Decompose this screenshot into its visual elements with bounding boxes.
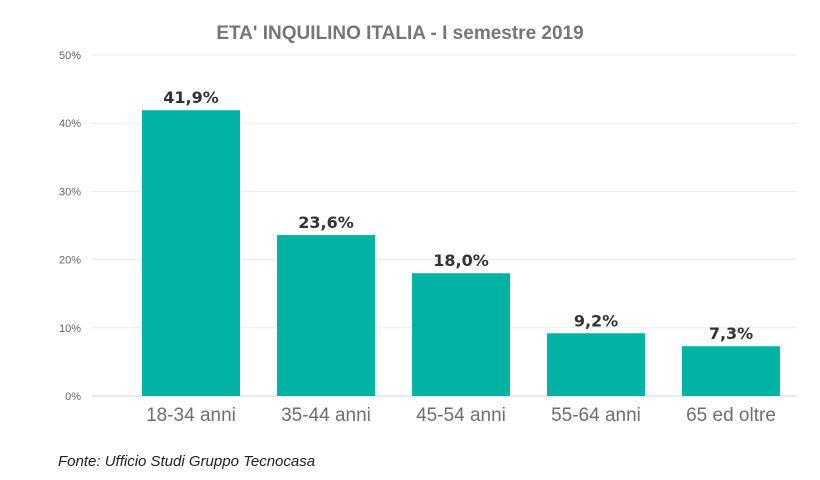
bars — [142, 110, 780, 396]
data-labels: 41,9% 23,6% 18,0% 9,2% 7,3% — [163, 88, 753, 343]
x-tick-label: 35-44 anni — [281, 405, 371, 426]
x-tick-label: 45-54 anni — [416, 405, 506, 426]
bar — [142, 110, 240, 396]
y-tick-label: 30% — [59, 186, 81, 198]
x-axis: 18-34 anni 35-44 anni 45-54 anni 55-64 anni… — [146, 405, 776, 426]
y-tick-label: 50% — [59, 50, 81, 62]
y-tick-label: 0% — [65, 391, 81, 403]
data-label: 7,3% — [709, 324, 753, 343]
x-tick-label: 55-64 anni — [551, 405, 641, 426]
y-tick-label: 10% — [59, 323, 81, 335]
data-label: 41,9% — [163, 88, 219, 107]
chart-title: ETA' INQUILINO ITALIA - I semestre 2019 — [216, 23, 583, 44]
x-tick-label: 65 ed oltre — [686, 405, 776, 426]
x-tick-label: 18-34 anni — [146, 405, 236, 426]
y-tick-label: 40% — [59, 118, 81, 130]
y-tick-label: 20% — [59, 255, 81, 267]
bar — [277, 235, 375, 396]
data-label: 18,0% — [433, 251, 489, 270]
bar — [682, 346, 780, 396]
bar — [547, 333, 645, 396]
bar — [412, 273, 510, 396]
data-label: 23,6% — [298, 213, 354, 232]
y-axis: 0% 10% 20% 30% 40% 50% — [59, 50, 81, 403]
data-label: 9,2% — [574, 311, 618, 330]
source-note: Fonte: Ufficio Studi Gruppo Tecnocasa — [58, 453, 316, 470]
